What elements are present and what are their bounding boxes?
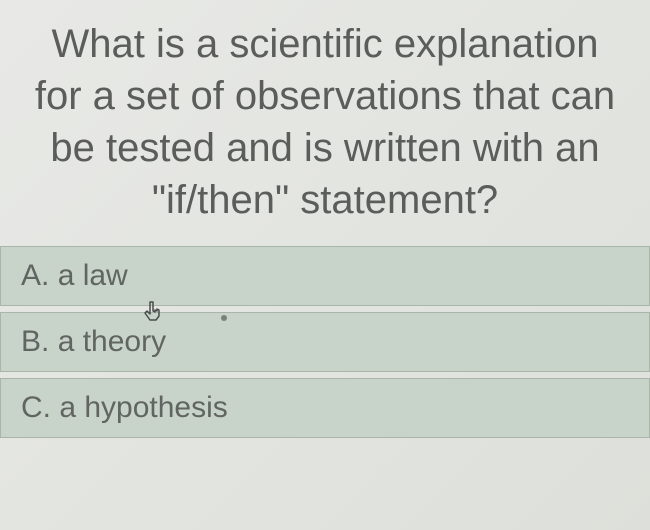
option-letter: C. [21,391,59,424]
answer-option-a[interactable]: A. a law [0,246,650,306]
option-letter: A. [21,259,58,292]
pointer-cursor-icon [142,300,164,331]
answer-option-b[interactable]: B. a theory [0,312,650,372]
dot-marker [221,315,227,321]
option-text: a hypothesis [59,391,227,424]
option-text: a law [58,259,128,292]
question-text: What is a scientific explanation for a s… [30,18,620,226]
question-container: What is a scientific explanation for a s… [0,0,650,246]
option-letter: B. [21,325,58,358]
answer-option-c[interactable]: C. a hypothesis [0,378,650,438]
answers-list: A. a law B. a theory C. a hypothesis [0,246,650,438]
